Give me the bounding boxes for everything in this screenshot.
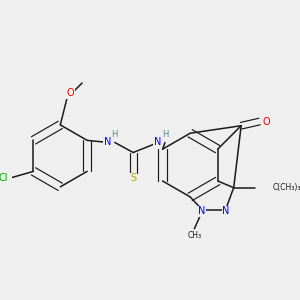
Text: H: H: [162, 130, 168, 140]
Text: N: N: [154, 136, 161, 147]
Text: N: N: [198, 206, 206, 216]
Text: O: O: [262, 116, 270, 127]
Text: C(CH₃)₃: C(CH₃)₃: [273, 183, 300, 192]
Text: S: S: [130, 173, 136, 184]
Text: Cl: Cl: [0, 173, 8, 183]
Text: N: N: [103, 136, 111, 147]
Text: H: H: [112, 130, 118, 140]
Text: CH₃: CH₃: [187, 231, 201, 240]
Text: N: N: [223, 206, 230, 216]
Text: O: O: [67, 88, 74, 98]
